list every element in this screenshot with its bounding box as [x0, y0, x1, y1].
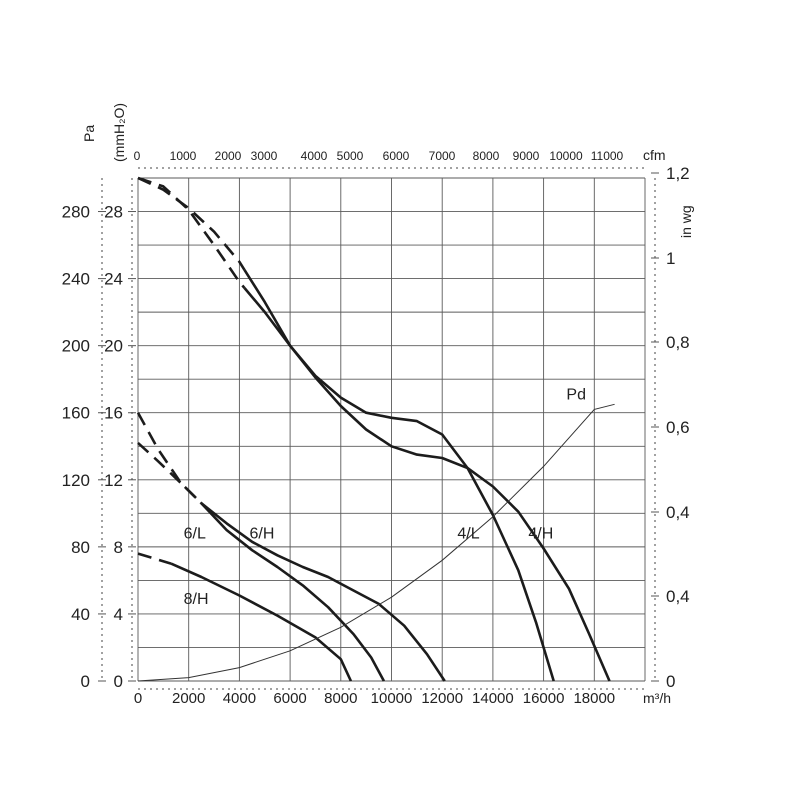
curve-6-h-solid	[200, 502, 446, 682]
curve-6-l-solid	[200, 502, 386, 682]
curve-4-l-dashed	[137, 176, 246, 271]
x2-tick-label: 2000	[215, 149, 242, 163]
x2-tick-label: 8000	[473, 149, 500, 163]
y-tick-label-pa: 240	[62, 270, 90, 289]
x-tick-label: 4000	[223, 690, 256, 707]
series-label-4-h: 4/H	[528, 525, 553, 542]
y-tick-label-inwg: 0,8	[666, 333, 690, 352]
curve-4-l-solid	[243, 269, 555, 682]
y-tick-label-inwg: 1	[666, 249, 675, 268]
y-tick-label-mm: 24	[104, 270, 123, 289]
x2-tick-label: 11000	[591, 149, 624, 163]
x2-tick-label: 5000	[337, 149, 364, 163]
x-tick-label: 12000	[421, 690, 463, 707]
y-tick-label-pa: 280	[62, 203, 90, 222]
y-tick-label-inwg: 0,6	[666, 418, 690, 437]
y-tick-label-mm: 0	[114, 672, 123, 691]
tick-labels: 04080120160200240280048121620242800,40,4…	[62, 149, 690, 707]
y-axis-mm-label: (mmH₂O)	[111, 103, 127, 162]
y-tick-label-pa: 40	[71, 605, 90, 624]
series-label-8-h: 8/H	[184, 591, 209, 608]
x2-tick-label: 1000	[170, 149, 197, 163]
curve-4-h-dashed	[137, 176, 246, 289]
x2-tick-label: 10000	[549, 149, 583, 163]
series-label-4-l: 4/L	[457, 525, 479, 542]
y-tick-label-mm: 12	[104, 471, 123, 490]
series-label-6-h: 6/H	[250, 525, 275, 542]
y-tick-label-pa: 0	[81, 672, 90, 691]
x-tick-label: 14000	[472, 690, 514, 707]
x-tick-label: 0	[134, 690, 142, 707]
y-tick-label-inwg: 1,2	[666, 164, 690, 183]
curve-6-l-dashed	[136, 412, 203, 505]
curve-8-h-solid	[170, 562, 353, 682]
series-curves	[136, 176, 615, 682]
y-tick-label-pa: 80	[71, 538, 90, 557]
y-tick-label-pa: 160	[62, 404, 90, 423]
curve-4-h-solid	[243, 287, 611, 682]
x-tick-label: 8000	[324, 690, 357, 707]
x-axis-top-unit-label: cfm	[643, 147, 666, 163]
y-axis-inwg-label: in wg	[678, 205, 694, 238]
x2-tick-label: 9000	[513, 149, 540, 163]
x-tick-label: 16000	[523, 690, 565, 707]
y-tick-label-inwg: 0	[666, 672, 675, 691]
x2-tick-label: 7000	[429, 149, 456, 163]
y-tick-label-mm: 8	[114, 538, 123, 557]
y-tick-label-pa: 120	[62, 471, 90, 490]
x-axis-unit-label: m³/h	[643, 690, 671, 706]
series-label-pd: Pd	[566, 386, 586, 403]
grid	[137, 177, 646, 682]
x2-tick-label: 0	[134, 149, 141, 163]
series-labels: 8/H 6/L 6/H 4/L 4/H Pd	[184, 386, 586, 608]
y-tick-label-inwg: 0,4	[666, 503, 690, 522]
x2-tick-label: 6000	[383, 149, 410, 163]
x-tick-label: 18000	[573, 690, 615, 707]
y-axis-pa-label: Pa	[81, 125, 97, 142]
series-label-6-l: 6/L	[184, 525, 206, 542]
x2-tick-label: 4000	[301, 149, 328, 163]
y-tick-label-mm: 4	[114, 605, 123, 624]
axes	[98, 167, 659, 690]
curve-6-h-dashed	[137, 441, 203, 505]
y-tick-label-mm: 20	[104, 337, 123, 356]
x2-tick-label: 3000	[251, 149, 278, 163]
curve-pd	[137, 403, 615, 682]
x-tick-label: 6000	[273, 690, 306, 707]
y-tick-label-mm: 16	[104, 404, 123, 423]
y-tick-label-inwg: 0,4	[666, 587, 690, 606]
y-tick-label-pa: 200	[62, 337, 90, 356]
x-tick-label: 10000	[371, 690, 413, 707]
x-tick-label: 2000	[172, 690, 205, 707]
y-tick-label-mm: 28	[104, 203, 123, 222]
curve-8-h-dashed	[137, 552, 172, 565]
